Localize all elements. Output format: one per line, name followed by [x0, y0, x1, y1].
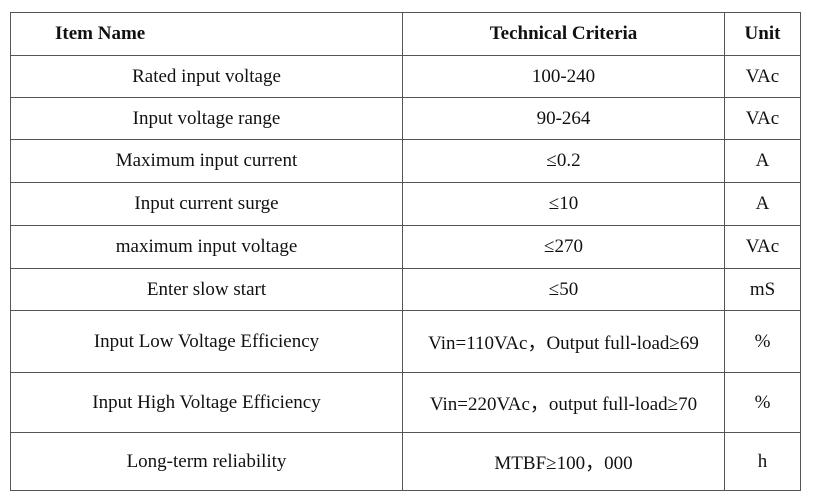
table-row: Maximum input current ≤0.2 A	[10, 139, 801, 183]
table-cell: Input Low Voltage Efficiency	[10, 310, 403, 373]
table-cell: maximum input voltage	[10, 225, 403, 269]
table-cell: Vin=220VAc，output full-load≥70	[402, 372, 725, 433]
table-cell: h	[724, 432, 801, 491]
table-cell: %	[724, 310, 801, 373]
table-cell: VAc	[724, 225, 801, 269]
header-row: Item Name Technical Criteria Unit	[10, 12, 801, 56]
table-cell: Input High Voltage Efficiency	[10, 372, 403, 433]
table-row: Enter slow start ≤50 mS	[10, 268, 801, 311]
table-row: Input High Voltage Efficiency Vin=220VAc，…	[10, 372, 801, 433]
header-cell: Technical Criteria	[402, 12, 725, 56]
table-cell: Input voltage range	[10, 97, 403, 140]
table-cell: A	[724, 139, 801, 183]
table-cell: Enter slow start	[10, 268, 403, 311]
table-cell: ≤0.2	[402, 139, 725, 183]
table-row: Rated input voltage 100-240 VAc	[10, 55, 801, 98]
table-cell: mS	[724, 268, 801, 311]
table-cell: Input current surge	[10, 182, 403, 226]
header-cell: Item Name	[10, 12, 403, 56]
table-cell: Maximum input current	[10, 139, 403, 183]
table-cell: ≤50	[402, 268, 725, 311]
table-cell: Rated input voltage	[10, 55, 403, 98]
table-cell: 90-264	[402, 97, 725, 140]
table-row: Input Low Voltage Efficiency Vin=110VAc，O…	[10, 310, 801, 373]
table-cell: ≤270	[402, 225, 725, 269]
table-row: Input voltage range 90-264 VAc	[10, 97, 801, 140]
table-cell: Long-term reliability	[10, 432, 403, 491]
table-cell: MTBF≥100，000	[402, 432, 725, 491]
header-cell: Unit	[724, 12, 801, 56]
table-cell: Vin=110VAc，Output full-load≥69	[402, 310, 725, 373]
table-cell: VAc	[724, 97, 801, 140]
table-cell: A	[724, 182, 801, 226]
spec-table: Item Name Technical Criteria Unit Rated in…	[10, 12, 801, 491]
table-cell: ≤10	[402, 182, 725, 226]
table-cell: 100-240	[402, 55, 725, 98]
table-cell: %	[724, 372, 801, 433]
table-row: Input current surge ≤10 A	[10, 182, 801, 226]
table-row: maximum input voltage ≤270 VAc	[10, 225, 801, 269]
table-cell: VAc	[724, 55, 801, 98]
table-row: Long-term reliability MTBF≥100，000 h	[10, 432, 801, 491]
